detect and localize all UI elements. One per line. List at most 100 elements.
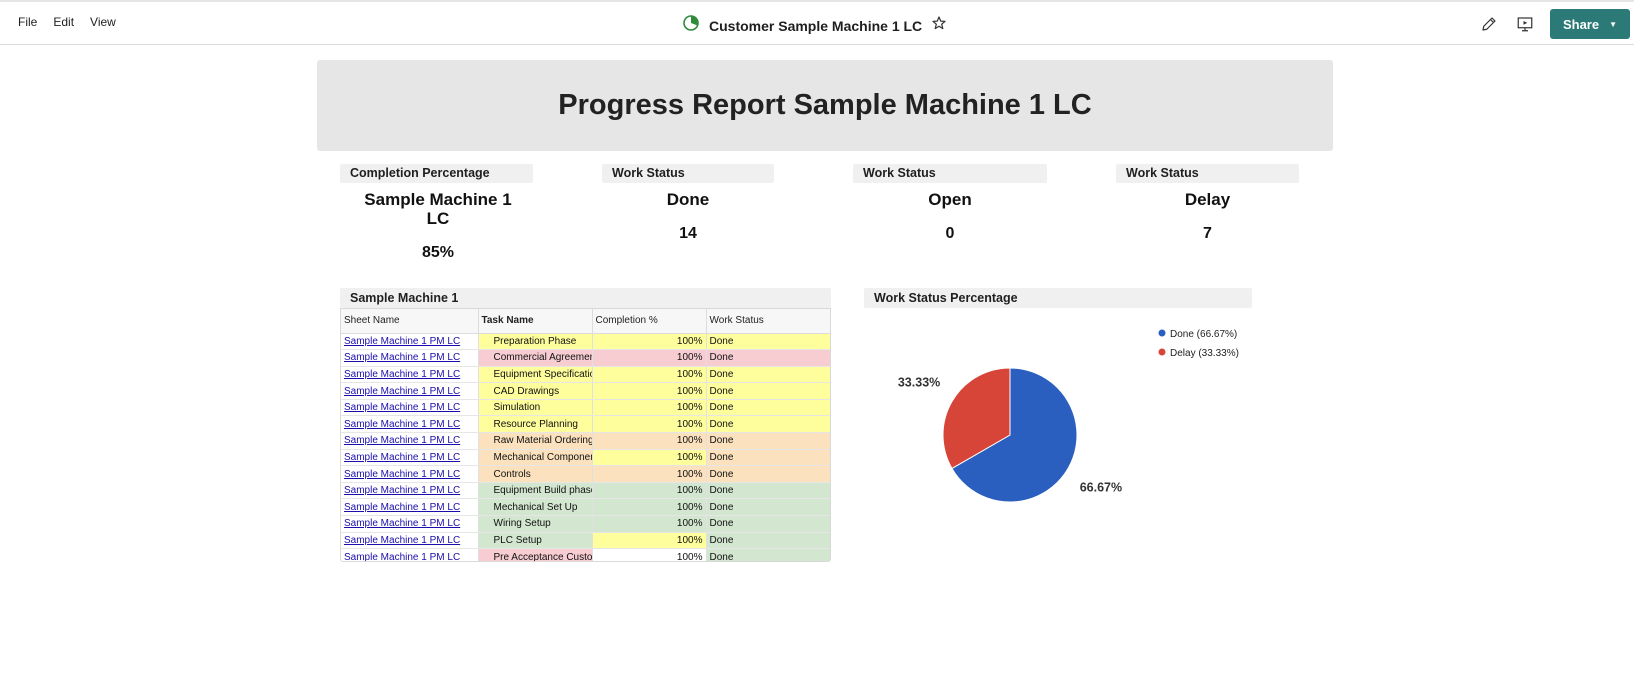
table-row: Sample Machine 1 PM LC Equipment Build ph… <box>341 482 830 500</box>
sheet-name-link[interactable]: Sample Machine 1 PM LC <box>341 498 479 517</box>
table-row: Sample Machine 1 PM LC PLC Setup 100% Done <box>341 532 830 550</box>
work-status-cell: Done <box>706 399 830 417</box>
metric-name-completion: Sample Machine 1 LC <box>364 190 512 228</box>
column-header-work-status[interactable]: Work Status <box>706 309 830 334</box>
table-row: Sample Machine 1 PM LC Commercial Agreeme… <box>341 349 830 367</box>
completion-cell: 100% <box>592 515 707 533</box>
present-icon[interactable] <box>1514 13 1536 35</box>
completion-cell: 100% <box>592 498 707 517</box>
pie-slice-done[interactable] <box>951 367 1078 503</box>
pie-data-label: 33.33% <box>898 375 940 389</box>
pie-data-label: 66.67% <box>1080 481 1122 495</box>
sheet-name-link[interactable]: Sample Machine 1 PM LC <box>341 399 479 417</box>
report-header: Sample Machine 1 <box>340 288 831 308</box>
sheet-name-link[interactable]: Sample Machine 1 PM LC <box>341 482 479 500</box>
task-name-cell: Mechanical Components <box>478 449 593 467</box>
menu-file[interactable]: File <box>18 15 38 29</box>
legend-swatch <box>1158 329 1166 337</box>
share-label: Share <box>1562 16 1600 32</box>
legend-item[interactable]: Delay (33.33%) <box>1158 348 1239 359</box>
legend-item[interactable]: Done (66.67%) <box>1158 329 1238 340</box>
work-status-cell: Done <box>706 515 830 533</box>
work-status-cell: Done <box>706 532 830 550</box>
work-status-cell: Done <box>706 465 830 483</box>
work-status-cell: Done <box>706 548 830 561</box>
sheet-name-link[interactable]: Sample Machine 1 PM LC <box>341 515 479 533</box>
report-table-container: Sheet Name Task Name Completion % Work S… <box>340 308 831 562</box>
completion-cell: 100% <box>592 415 707 434</box>
task-name-cell: Commercial Agreement <box>478 349 593 367</box>
task-name-cell: Equipment Specifications <box>478 366 593 384</box>
completion-cell: 100% <box>592 399 707 417</box>
table-row: Sample Machine 1 PM LC Resource Planning 1… <box>341 415 830 434</box>
work-status-cell: Done <box>706 498 830 517</box>
report-title: Progress Report Sample Machine 1 LC <box>558 89 1092 121</box>
metric-name-delay: Delay <box>1184 190 1231 209</box>
menu-view[interactable]: View <box>90 15 116 29</box>
table-body: Sample Machine 1 PM LC Preparation Phase 1… <box>341 333 830 561</box>
work-status-cell: Done <box>706 366 830 384</box>
pie-slice-delay[interactable] <box>942 367 1011 470</box>
edit-pencil-icon[interactable] <box>1478 13 1500 35</box>
completion-cell: 100% <box>592 532 707 550</box>
task-name-cell: PLC Setup <box>478 532 593 550</box>
column-header-completion[interactable]: Completion % <box>592 309 707 334</box>
sheet-name-link[interactable]: Sample Machine 1 PM LC <box>341 366 479 384</box>
completion-cell: 100% <box>592 482 707 500</box>
task-name-cell: Raw Material Ordering <box>478 432 593 450</box>
work-status-cell: Done <box>706 415 830 434</box>
sheet-name-link[interactable]: Sample Machine 1 PM LC <box>341 349 479 367</box>
chevron-down-icon: ▼ <box>1609 19 1618 29</box>
star-icon[interactable] <box>931 15 947 36</box>
sheet-name-link[interactable]: Sample Machine 1 PM LC <box>341 449 479 467</box>
table-row: Sample Machine 1 PM LC Equipment Specific… <box>341 366 830 384</box>
table-row: Sample Machine 1 PM LC Preparation Phase 1… <box>341 333 830 351</box>
metric-header-open: Work Status <box>853 164 1047 183</box>
menu-edit[interactable]: Edit <box>53 15 75 29</box>
document-title: Customer Sample Machine 1 LC <box>709 17 923 34</box>
completion-cell: 100% <box>592 333 707 351</box>
completion-cell: 100% <box>592 548 707 561</box>
work-status-cell: Done <box>706 432 830 450</box>
task-name-cell: Wiring Setup <box>478 515 593 533</box>
sheet-name-link[interactable]: Sample Machine 1 PM LC <box>341 415 479 434</box>
legend-label: Done (66.67%) <box>1170 329 1237 340</box>
column-header-sheet-name[interactable]: Sheet Name <box>341 309 479 334</box>
task-name-cell: Preparation Phase <box>478 333 593 351</box>
sheet-name-link[interactable]: Sample Machine 1 PM LC <box>341 333 479 351</box>
sheet-name-link[interactable]: Sample Machine 1 PM LC <box>341 382 479 400</box>
completion-cell: 100% <box>592 432 707 450</box>
table-row: Sample Machine 1 PM LC Mechanical Compone… <box>341 449 830 467</box>
work-status-cell: Done <box>706 349 830 367</box>
report-banner: Progress Report Sample Machine 1 LC <box>317 60 1333 151</box>
metric-header-completion: Completion Percentage <box>340 164 533 183</box>
report-table: Sheet Name Task Name Completion % Work S… <box>341 309 830 561</box>
work-status-cell: Done <box>706 382 830 400</box>
table-row: Sample Machine 1 PM LC Pre Acceptance Cus… <box>341 548 830 561</box>
metric-header-done: Work Status <box>602 164 774 183</box>
table-row: Sample Machine 1 PM LC Controls 100% Done <box>341 465 830 483</box>
table-row: Sample Machine 1 PM LC Wiring Setup 100% Do… <box>341 515 830 533</box>
completion-cell: 100% <box>592 465 707 483</box>
sheet-name-link[interactable]: Sample Machine 1 PM LC <box>341 548 479 561</box>
task-name-cell: Mechanical Set Up <box>478 498 593 517</box>
table-row: Sample Machine 1 PM LC Mechanical Set Up 1… <box>341 498 830 517</box>
metric-name-open: Open <box>928 190 972 209</box>
share-button[interactable]: Share ▼ <box>1550 9 1630 39</box>
metric-value-completion: 85% <box>421 244 455 261</box>
table-row: Sample Machine 1 PM LC Simulation 100% Done <box>341 399 830 417</box>
sheet-name-link[interactable]: Sample Machine 1 PM LC <box>341 465 479 483</box>
table-header-row: Sheet Name Task Name Completion % Work S… <box>341 309 830 334</box>
work-status-pie-chart: 66.67% 33.33% Done (66.67%) Delay (33.33%) <box>898 329 1239 503</box>
sheet-name-link[interactable]: Sample Machine 1 PM LC <box>341 432 479 450</box>
dashboard-icon <box>682 14 700 37</box>
sheet-name-link[interactable]: Sample Machine 1 PM LC <box>341 532 479 550</box>
menu-bar: File Edit View <box>18 15 116 29</box>
column-header-task-name[interactable]: Task Name <box>478 309 593 334</box>
task-name-cell: CAD Drawings <box>478 382 593 400</box>
task-name-cell: Resource Planning <box>478 415 593 434</box>
task-name-cell: Controls <box>478 465 593 483</box>
metric-value-delay: 7 <box>1203 225 1212 242</box>
task-name-cell: Equipment Build phase <box>478 482 593 500</box>
chart-header: Work Status Percentage <box>864 288 1252 308</box>
